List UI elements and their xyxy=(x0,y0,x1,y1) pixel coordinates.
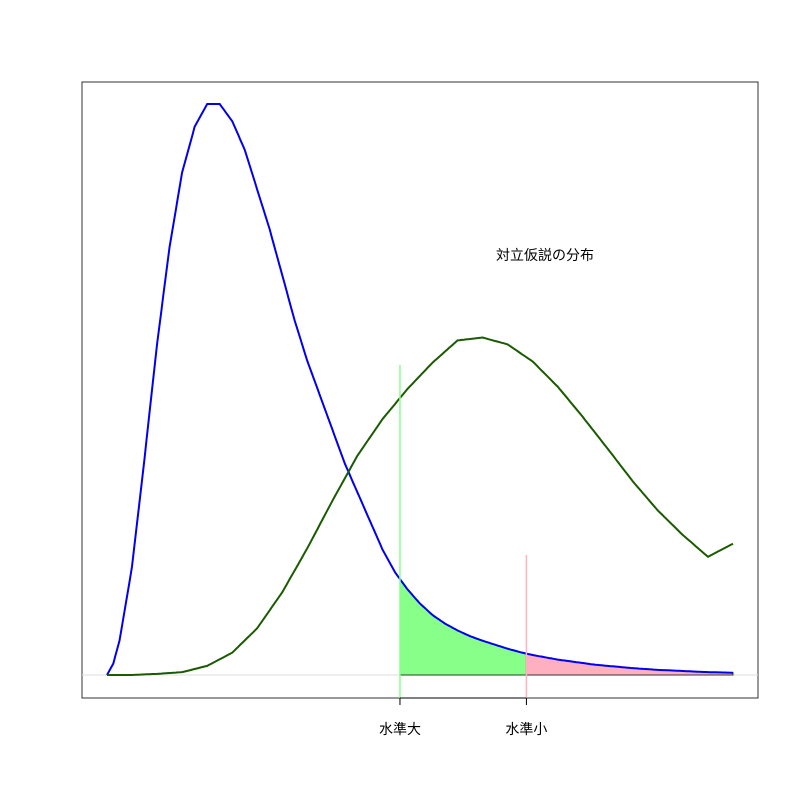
x-tick-label-large: 水準大 xyxy=(379,722,421,738)
rejection-area-large xyxy=(399,577,527,676)
null-distribution-curve xyxy=(106,103,733,676)
alternative-distribution-label: 対立仮説の分布 xyxy=(496,248,594,264)
alternative-distribution-curve xyxy=(107,336,734,676)
x-tick-label-small: 水準小 xyxy=(505,722,547,738)
